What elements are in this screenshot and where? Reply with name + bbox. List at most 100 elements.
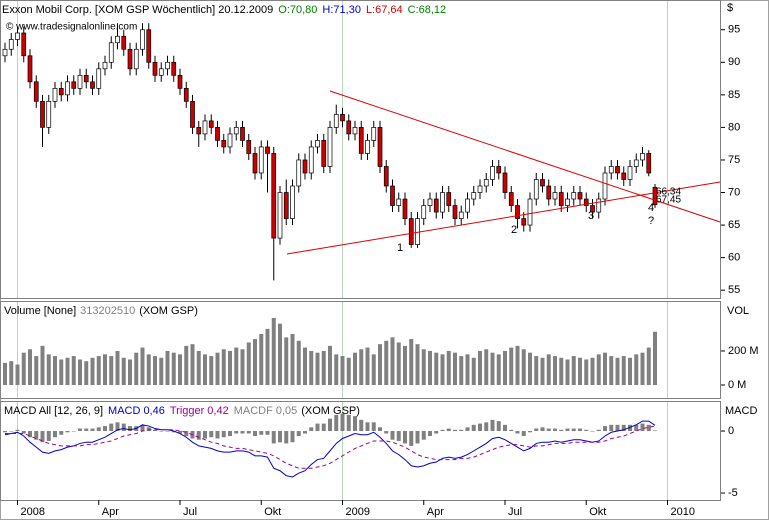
candle-body xyxy=(152,61,158,76)
candle-body xyxy=(127,48,133,70)
candle-body xyxy=(133,48,139,70)
candle-body xyxy=(271,153,277,239)
volume-bar xyxy=(15,364,20,385)
candle-body xyxy=(446,192,452,206)
candle-body xyxy=(440,192,445,213)
candle-body xyxy=(58,87,64,96)
x-tick-label: Jul xyxy=(183,506,197,518)
candle-body xyxy=(46,101,52,128)
volume-bar xyxy=(196,350,201,385)
macdf-bar xyxy=(340,413,345,432)
candle-body xyxy=(608,166,614,174)
macdf-bar xyxy=(384,431,389,434)
volume-bar xyxy=(140,347,145,385)
macdf-bar xyxy=(53,431,57,438)
candle-body xyxy=(352,127,358,135)
volume-bar xyxy=(309,350,314,385)
volume-bar xyxy=(228,350,232,385)
volume-bar xyxy=(159,357,164,385)
candle-body xyxy=(115,35,120,44)
candle-body xyxy=(508,192,514,206)
candle-body xyxy=(15,32,20,40)
volume-bar xyxy=(565,359,570,385)
macdf-bar xyxy=(621,424,626,432)
volume-bar xyxy=(446,350,451,385)
candle-body xyxy=(365,140,370,154)
volume-bar xyxy=(121,357,126,385)
volume-bar xyxy=(265,328,270,385)
candle-body xyxy=(252,153,258,174)
annotation: 4 xyxy=(648,202,654,214)
candle-body xyxy=(246,140,252,154)
candle-body xyxy=(215,127,220,141)
volume-bar xyxy=(646,347,651,385)
macdf-bar xyxy=(178,431,182,434)
candle-body xyxy=(565,198,570,206)
macdf-bar xyxy=(346,414,351,432)
macdf-bar xyxy=(640,423,645,432)
annotation: ? xyxy=(648,215,654,227)
candle-body xyxy=(627,166,633,180)
macdf-bar xyxy=(571,428,576,432)
x-tick-label: 2009 xyxy=(346,506,370,518)
volume-bar xyxy=(21,352,26,385)
macdf-bar xyxy=(71,431,76,432)
candle-body xyxy=(358,127,364,154)
macdf-bar xyxy=(515,431,520,434)
candle-body xyxy=(290,185,295,219)
grid-layer xyxy=(17,1,668,500)
y-tick-label: -5 xyxy=(728,487,738,499)
candle-body xyxy=(90,81,95,89)
legend-name: MACDF xyxy=(234,405,273,417)
candle-body xyxy=(452,205,458,219)
macdf-bar xyxy=(403,431,407,444)
volume-bar xyxy=(653,331,657,385)
macd-header: MACD All [12, 26, 9] MACD 0,46 Trigger 0,42 M… xyxy=(4,405,360,417)
macdf-bar xyxy=(528,431,532,433)
candle-body xyxy=(208,120,214,128)
macdf-bar xyxy=(90,428,95,432)
candle-body xyxy=(590,205,595,213)
volume-bar xyxy=(109,356,114,385)
volume-bar xyxy=(621,356,626,385)
volume-bar xyxy=(34,356,39,385)
volume-bar xyxy=(371,354,376,385)
candle-body xyxy=(190,101,195,128)
volume-bar xyxy=(190,344,195,385)
volume-bar xyxy=(59,359,64,385)
candle-body xyxy=(8,39,14,50)
volume-bar xyxy=(153,356,157,385)
candle-body xyxy=(546,185,552,200)
volume-bar xyxy=(409,339,414,385)
candle-body xyxy=(583,198,589,206)
volume-bar xyxy=(628,357,632,385)
volume-bar xyxy=(278,323,282,385)
candle-body xyxy=(552,192,558,200)
volume-bar xyxy=(46,354,51,385)
candle-body xyxy=(21,32,27,57)
macdf-bar xyxy=(46,431,51,441)
macdf-bar xyxy=(196,431,201,440)
macdf-bar xyxy=(503,424,507,432)
candle-body xyxy=(383,166,389,187)
candle-body xyxy=(52,87,58,102)
x-tick-label: 2010 xyxy=(671,506,695,518)
volume-bar xyxy=(415,344,420,385)
volume-bar xyxy=(453,352,457,385)
y-unit: $ xyxy=(727,2,733,14)
volume-bar xyxy=(240,349,245,385)
volume-bar xyxy=(346,357,351,385)
macdf-bar xyxy=(271,431,276,444)
volume-bar xyxy=(78,359,82,385)
volume-bar xyxy=(128,359,132,385)
candle-body xyxy=(515,205,520,219)
macdf-bar xyxy=(371,422,376,432)
candle-body xyxy=(427,198,433,206)
volume-bar xyxy=(203,354,207,385)
annotation: 1 xyxy=(397,242,403,254)
macdf-bar xyxy=(334,414,339,432)
macdf-bar xyxy=(128,426,132,432)
candle-body xyxy=(265,146,270,154)
macdf-bar xyxy=(540,427,545,432)
macdf-bar xyxy=(315,423,320,432)
